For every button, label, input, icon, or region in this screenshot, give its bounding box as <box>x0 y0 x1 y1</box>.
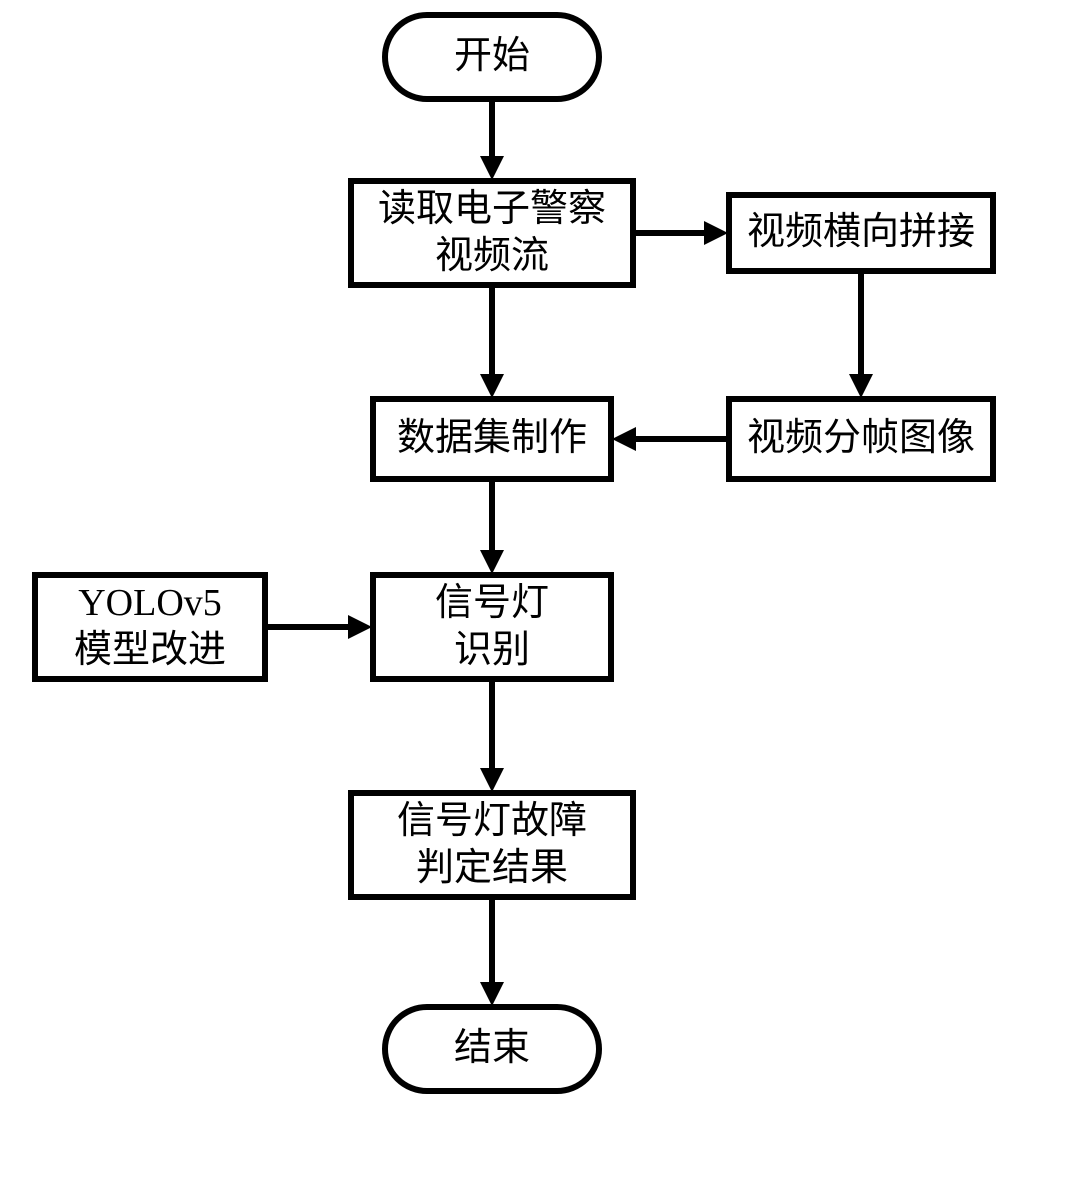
node-start: 开始 <box>382 12 602 102</box>
node-label-stitch: 视频横向拼接 <box>747 209 975 257</box>
node-frames: 视频分帧图像 <box>726 396 996 482</box>
node-label-result: 信号灯故障 判定结果 <box>397 798 587 893</box>
node-result: 信号灯故障 判定结果 <box>348 790 636 900</box>
node-label-frames: 视频分帧图像 <box>747 415 975 463</box>
node-label-start: 开始 <box>454 33 530 81</box>
node-label-detect: 信号灯 识别 <box>435 580 549 675</box>
node-label-end: 结束 <box>454 1025 530 1073</box>
node-stitch: 视频横向拼接 <box>726 192 996 274</box>
node-label-dataset: 数据集制作 <box>397 415 587 463</box>
node-detect: 信号灯 识别 <box>370 572 614 682</box>
node-label-read: 读取电子警察 视频流 <box>378 186 606 281</box>
node-yolo: YOLOv5 模型改进 <box>32 572 268 682</box>
node-label-yolo: YOLOv5 模型改进 <box>74 580 226 675</box>
node-read: 读取电子警察 视频流 <box>348 178 636 288</box>
node-end: 结束 <box>382 1004 602 1094</box>
node-dataset: 数据集制作 <box>370 396 614 482</box>
